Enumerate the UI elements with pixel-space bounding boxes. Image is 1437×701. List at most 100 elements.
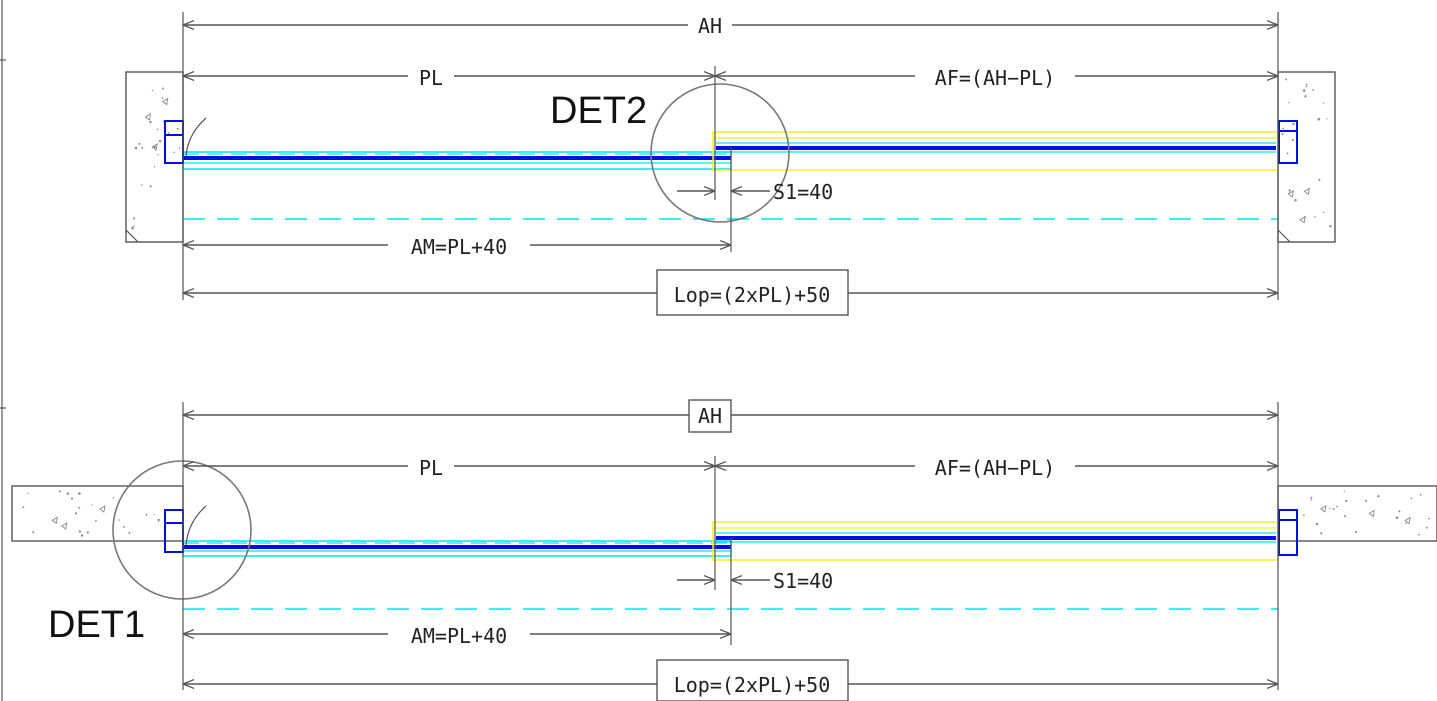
concrete-speck [78,506,81,509]
dimension-opening: Lop=(2xPL)+50 [183,659,1278,701]
concrete-speck [1315,523,1319,526]
concrete-aggregate [99,505,106,513]
concrete-aggregate [1287,190,1294,198]
dimension-overall: AH [183,399,1278,433]
concrete-speck [149,185,152,188]
concrete-speck [1417,533,1420,536]
fixed-leaf [712,131,1279,171]
concrete-speck [86,531,89,534]
concrete-speck [133,225,135,227]
concrete-speck [27,492,29,494]
dimension-moving: AM=PL+40 [183,233,731,259]
detail-label-det1: DET1 [48,604,145,646]
concrete-speck [1345,499,1348,503]
concrete-speck [157,154,159,156]
concrete-speck [151,89,154,92]
concrete-speck [153,166,156,168]
concrete-speck [161,87,164,90]
concrete-speck [66,492,70,495]
concrete-speck [1317,117,1321,121]
dimension-leaf: PL [183,454,715,480]
concrete-speck [1285,78,1288,81]
concrete-aggregate [1404,516,1411,525]
concrete-speck [1310,499,1313,501]
dimension-label-overall: AH [698,14,722,38]
concrete-speck [1320,532,1323,535]
concrete-speck [1302,89,1306,92]
concrete-speck [141,146,144,149]
concrete-speck [153,513,155,515]
concrete-aggregate [51,516,58,525]
concrete-speck [141,184,143,186]
dimension-opening: Lop=(2xPL)+50 [183,269,1278,316]
detail-label-det2: DET2 [550,90,647,132]
concrete-speck [58,490,61,493]
concrete-speck [162,120,165,123]
concrete-speck [1329,225,1332,228]
left-wall [125,71,184,243]
concrete-speck [145,513,148,516]
concrete-speck [1281,133,1284,136]
concrete-aggregate [144,113,152,121]
dimension-fixed: AF=(AH−PL) [715,454,1278,480]
concrete-speck [149,120,152,124]
concrete-speck [22,506,25,509]
concrete-speck [70,497,74,500]
dimension-overlap: S1=40 [677,180,833,204]
concrete-speck [167,132,170,134]
concrete-speck [173,151,175,154]
concrete-speck [128,532,131,534]
right-wall [1277,485,1437,542]
concrete-speck [1395,516,1399,519]
concrete-speck [1312,89,1315,91]
concrete-speck [161,97,164,99]
right-jamb [1278,509,1298,556]
concrete-speck [1310,496,1313,499]
concrete-speck [1419,494,1422,496]
dimension-label-opening: Lop=(2xPL)+50 [674,283,831,307]
concrete-speck [1294,199,1297,202]
dimension-label-leaf: PL [419,456,443,480]
concrete-speck [1305,85,1308,88]
concrete-speck [1398,510,1401,513]
concrete-speck [1344,515,1346,518]
dimension-label-moving: AM=PL+40 [411,235,507,259]
detail-circle-det2 [650,83,790,223]
concrete-speck [78,492,81,495]
concrete-speck [131,226,134,230]
moving-leaf [182,151,732,170]
concrete-speck [118,519,120,521]
top-view: DET2 AH PL AF=(AH−PL) S1=40 [125,12,1336,316]
left-wall [11,485,184,542]
concrete-speck [1322,102,1325,104]
concrete-speck [1410,497,1413,500]
dimension-label-fixed: AF=(AH−PL) [935,456,1055,480]
concrete-speck [1425,526,1428,529]
dimension-overlap: S1=40 [677,569,833,593]
concrete-texture [22,78,1430,537]
concrete-speck [153,145,156,149]
concrete-speck [134,146,138,150]
concrete-aggregate [1368,509,1375,518]
concrete-aggregate [151,143,158,151]
concrete-speck [132,217,135,220]
concrete-speck [112,497,115,499]
concrete-speck [1326,118,1328,120]
right-jamb [1278,120,1298,164]
concrete-speck [1322,211,1325,214]
concrete-speck [78,530,82,533]
concrete-speck [80,534,84,537]
concrete-speck [1282,127,1285,130]
concrete-speck [95,519,97,522]
concrete-speck [156,128,159,131]
concrete-speck [1291,138,1294,141]
concrete-speck [1405,522,1407,525]
dimension-moving: AM=PL+40 [183,622,731,648]
concrete-speck [1428,517,1430,520]
concrete-speck [158,139,162,143]
fixed-leaf [712,521,1279,561]
concrete-speck [1314,216,1316,218]
concrete-speck [32,531,35,534]
concrete-speck [138,142,141,145]
